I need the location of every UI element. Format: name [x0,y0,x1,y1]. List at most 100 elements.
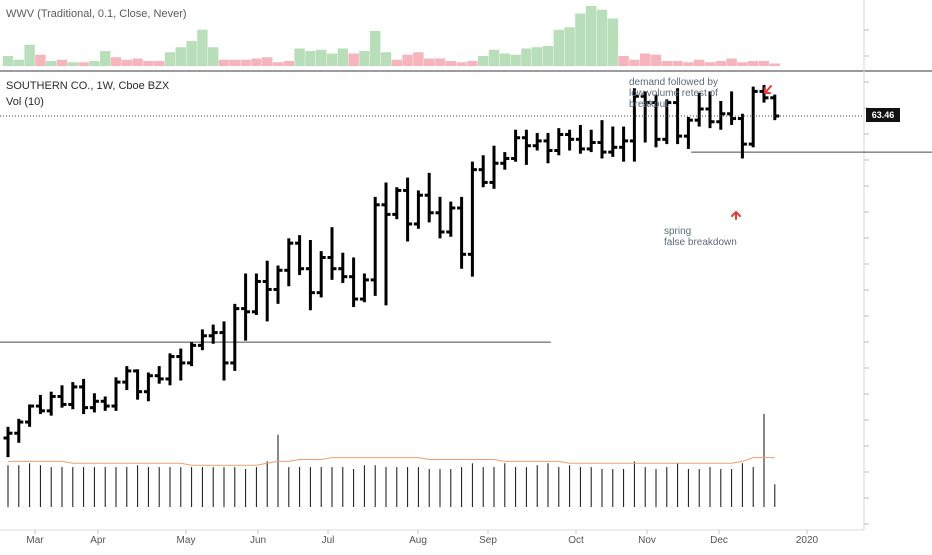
wwv-bar [359,51,370,66]
wwv-bar [542,46,554,66]
time-axis-label: Jul [322,535,335,546]
wwv-bar [650,54,662,66]
wwv-bar [456,62,467,66]
wwv-bar [488,49,500,66]
ohlc-bar [597,120,607,159]
wwv-bar [272,62,284,66]
ohlc-bar [565,129,575,151]
wwv-bar [35,54,46,66]
wwv-bar [121,59,132,66]
wwv-bar [532,47,543,66]
wwv-bar [370,31,381,66]
wwv-bar [13,59,24,66]
ohlc-bar [100,396,110,411]
ohlc-bar [176,348,186,381]
wwv-bar [445,61,456,66]
wwv-bar [413,52,424,66]
ohlc-bar [759,85,769,103]
ohlc-bar [349,257,359,308]
ohlc-bar [25,404,35,427]
ohlc-bar [208,324,218,344]
wwv-bar [143,61,154,66]
ohlc-bar [284,238,294,287]
ohlc-bar [35,394,45,415]
wwv-bar [316,49,327,66]
ohlc-bar [305,239,315,311]
demand-annotation: demand followed by low volume retest of … [629,77,718,110]
wwv-bar [218,59,230,66]
ohlc-bar [359,273,369,303]
volume-ma-series [8,457,775,466]
wwv-bar [89,61,100,66]
ohlc-bar [316,251,326,298]
ohlc-bar [543,132,553,164]
wwv-bar [510,54,521,66]
last-price-tag: 63.46 [866,108,900,122]
ohlc-bar [435,196,445,239]
wwv-bar [46,61,57,66]
ohlc-bar [629,88,639,162]
time-axis-label: Sep [479,535,497,546]
wwv-bar [305,51,316,66]
ohlc-bar [3,426,13,458]
ohlc-bar [327,227,337,280]
time-axis-label: Apr [90,535,106,546]
ohlc-bar [392,187,402,220]
ohlc-bar [197,329,207,351]
ohlc-bar [273,265,283,304]
wwv-bar [186,41,197,66]
wwv-bar [467,61,478,66]
wwv-bar [629,59,640,66]
volume-bars [7,413,776,507]
wwv-bar [294,48,305,66]
wwv-bar [251,58,262,66]
wwv-bar [618,56,629,66]
time-axis-label: Aug [409,535,427,546]
wwv-bar [2,56,14,66]
ohlc-bar [219,321,229,381]
ohlc-bar [89,393,99,413]
wwv-bar [737,62,748,66]
ohlc-bar [694,93,704,127]
ohlc-bar [262,260,272,322]
wwv-bar [326,53,338,66]
volume-indicator-label: Vol (10) [6,96,44,108]
ohlc-bar [554,128,564,156]
ohlc-bar [500,152,510,170]
wwv-bar [208,47,219,66]
wwv-bar [262,57,273,66]
wwv-bar [132,58,143,66]
ohlc-bar [79,378,89,415]
wwv-bar [100,51,111,66]
wwv-bar [758,61,770,66]
ohlc-bar [532,132,542,151]
symbol-label: SOUTHERN CO., 1W, Cboe BZX [6,80,170,92]
ohlc-bar [608,126,618,157]
time-axis-label: Oct [568,535,584,546]
ohlc-bar [489,145,499,189]
wwv-bar [154,61,165,66]
time-axis-label: Nov [638,535,656,546]
ohlc-bar [575,124,585,154]
ohlc-bar [467,161,477,277]
wwv-bar [348,53,359,66]
ohlc-bar [413,190,423,229]
annotation-arrows [731,85,772,220]
wwv-bar [424,58,435,66]
ohlc-bar [619,126,629,162]
wwv-bar [596,9,608,66]
wwv-bar [748,61,759,66]
wwv-bar [704,62,716,66]
ohlc-bar [403,177,413,242]
wwv-bar [521,48,532,66]
wwv-bar [478,56,489,66]
reference-lines [0,151,932,343]
spring-note-line-2: false breakdown [664,237,737,248]
ohlc-bar [46,391,56,416]
wwv-bar [67,62,78,66]
ohlc-bar [727,91,737,125]
ohlc-bar [446,201,456,237]
ohlc-bar [640,91,650,143]
wwv-bar [607,18,618,66]
wwv-bar [661,61,672,66]
